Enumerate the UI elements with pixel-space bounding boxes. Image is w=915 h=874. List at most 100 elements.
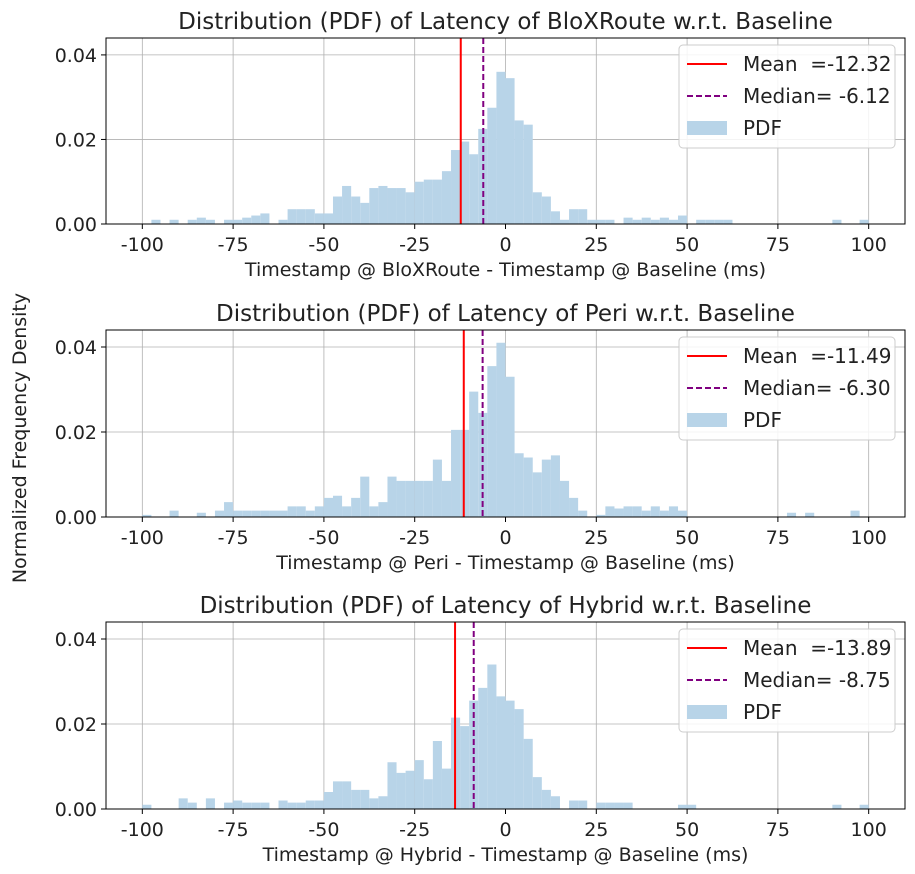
histogram-bar (668, 219, 679, 224)
histogram-bar (387, 188, 397, 224)
histogram-bar (514, 120, 524, 224)
histogram-bar (423, 779, 433, 809)
histogram-bar (332, 495, 343, 517)
x-tick-label: -50 (308, 819, 339, 841)
legend-box (678, 44, 896, 149)
legend-box (678, 336, 896, 441)
histogram-bar (151, 219, 161, 224)
x-tick-label: -25 (399, 819, 430, 841)
x-tick-label: 75 (766, 527, 790, 549)
x-tick-label: -100 (121, 234, 164, 256)
histogram-bar (205, 219, 215, 224)
histogram-bar (832, 804, 842, 809)
histogram-bar (196, 217, 206, 224)
y-tick-label: 0.04 (55, 629, 97, 651)
histogram-bar (178, 798, 188, 809)
x-tick-label: -50 (308, 234, 339, 256)
histogram-bar (414, 480, 424, 517)
histogram-bar (314, 213, 324, 224)
histogram-bar (296, 802, 306, 809)
histogram-bar (387, 476, 397, 517)
x-tick-label: -100 (121, 819, 164, 841)
histogram-bar (523, 738, 533, 809)
histogram-bar (396, 772, 406, 809)
legend-pdf-swatch (687, 121, 727, 135)
histogram-bar (432, 741, 442, 809)
histogram-bar (224, 502, 234, 517)
histogram-bar (142, 514, 152, 517)
histogram-bar (233, 510, 243, 517)
x-tick-label: 100 (851, 527, 887, 549)
histogram-bar (351, 497, 361, 517)
histogram-bar (705, 219, 715, 224)
histogram-bar (214, 510, 225, 517)
histogram-bar (578, 209, 588, 224)
histogram-bar (541, 789, 551, 809)
histogram-bar (550, 211, 560, 224)
histogram-bar (296, 506, 306, 517)
histogram-bar (614, 508, 624, 517)
histogram-bar (496, 342, 506, 517)
histogram-bar (578, 800, 588, 809)
histogram-bar (541, 196, 551, 224)
histogram-bar (596, 514, 606, 517)
legend-pdf-swatch (687, 413, 727, 427)
histogram-bar (587, 219, 597, 224)
histogram-bar (623, 506, 633, 517)
histogram-bar (605, 802, 615, 809)
histogram-bar (559, 480, 570, 517)
histogram-bar (305, 209, 315, 224)
y-tick-label: 0.02 (55, 129, 97, 151)
histogram-bar (786, 512, 797, 517)
histogram-bar (187, 802, 197, 809)
chart-title: Distribution (PDF) of Latency of Hybrid … (200, 593, 812, 619)
histogram-bar (496, 71, 506, 225)
histogram-bar (550, 455, 560, 517)
histogram-bar (505, 700, 515, 809)
histogram-bar (378, 502, 388, 517)
histogram-bar (460, 141, 470, 224)
histogram-bar (323, 497, 333, 517)
histogram-bar (514, 453, 524, 517)
histogram-bar (668, 506, 679, 517)
histogram-bar (832, 219, 842, 224)
histogram-bar (414, 760, 424, 809)
histogram-bar (387, 762, 397, 809)
histogram-bar (260, 510, 270, 517)
histogram-bar (314, 800, 324, 809)
histogram-bar (242, 802, 252, 809)
histogram-bar (478, 412, 488, 517)
histogram-bar (169, 219, 179, 224)
x-tick-label: 50 (675, 234, 699, 256)
y-tick-label: 0.02 (55, 422, 97, 444)
histogram-bar (441, 480, 452, 517)
histogram-bar (569, 209, 579, 224)
histogram-bar (278, 219, 288, 224)
x-tick-label: 100 (851, 819, 887, 841)
histogram-bar (478, 687, 488, 809)
histogram-bar (850, 510, 860, 517)
x-tick-label: -75 (218, 819, 249, 841)
histogram-bar (514, 709, 524, 809)
histogram-bar (242, 217, 252, 224)
histogram-bar (396, 188, 406, 224)
histogram-bar (678, 215, 688, 224)
x-tick-label: -75 (218, 234, 249, 256)
x-tick-label: 100 (851, 234, 887, 256)
histogram-bar (405, 770, 415, 809)
histogram-bar (405, 480, 415, 517)
histogram-bar (487, 107, 497, 224)
histogram-bar (441, 171, 452, 224)
histogram-bar (260, 802, 270, 809)
legend-mean-label: Mean =-11.49 (743, 344, 891, 368)
histogram-bar (287, 209, 297, 224)
x-tick-label: -25 (399, 234, 430, 256)
x-tick-label: -75 (218, 527, 249, 549)
histogram-bar (242, 510, 252, 517)
histogram-bar (650, 219, 660, 224)
x-tick-label: -100 (121, 527, 164, 549)
histogram-bar (205, 798, 215, 809)
chart-title: Distribution (PDF) of Latency of Peri w.… (216, 301, 795, 327)
y-tick-label: 0.00 (55, 799, 97, 821)
histogram-bar (559, 219, 570, 224)
